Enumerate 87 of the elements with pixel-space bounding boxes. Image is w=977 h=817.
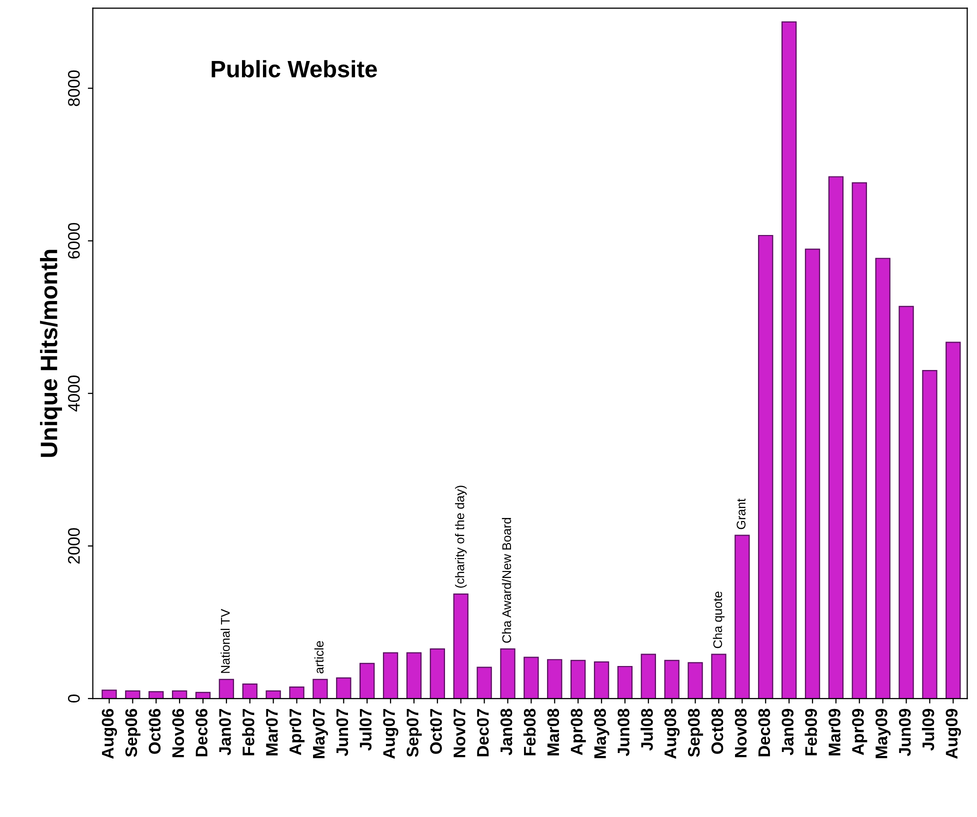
bar bbox=[172, 690, 188, 699]
bar bbox=[922, 370, 938, 699]
x-tick-label: Feb09 bbox=[804, 708, 817, 756]
x-tick-label: Jan09 bbox=[782, 708, 794, 756]
bar bbox=[218, 678, 234, 699]
y-tick-label: 4000 bbox=[68, 376, 80, 412]
x-tick-label: Mar08 bbox=[547, 708, 560, 756]
annotation: Cha Award/New Board bbox=[502, 518, 512, 643]
bar bbox=[524, 656, 539, 699]
bar bbox=[594, 661, 610, 699]
bar bbox=[664, 660, 680, 699]
y-tick-label: 2000 bbox=[68, 528, 80, 564]
x-tick-label: Oct07 bbox=[430, 708, 442, 754]
x-tick-label: Jan07 bbox=[219, 708, 231, 756]
x-tick-label: Feb08 bbox=[523, 708, 536, 756]
annotation: National TV bbox=[220, 608, 230, 673]
x-tick-label: Jun07 bbox=[336, 708, 348, 756]
x-tick-label: Mar09 bbox=[828, 708, 840, 756]
x-tick-label: May08 bbox=[594, 708, 610, 758]
annotation: article bbox=[314, 641, 324, 674]
x-tick-label: Apr08 bbox=[570, 708, 586, 756]
bar bbox=[476, 666, 492, 699]
bar bbox=[570, 660, 586, 699]
annotation: Cha quote bbox=[712, 592, 725, 648]
annotation: Grant bbox=[736, 498, 746, 530]
bar bbox=[266, 690, 281, 699]
bar bbox=[148, 691, 164, 699]
x-tick-label: Jan08 bbox=[500, 708, 512, 756]
x-tick-label: Dec06 bbox=[196, 708, 208, 756]
text: Public Website bbox=[212, 60, 377, 78]
bar bbox=[195, 692, 211, 699]
x-tick-label: Apr07 bbox=[289, 708, 305, 756]
x-tick-label: May07 bbox=[312, 708, 328, 758]
x-tick-label: Sep06 bbox=[125, 708, 140, 757]
bar bbox=[406, 652, 422, 699]
bar bbox=[640, 654, 656, 699]
bar bbox=[758, 234, 774, 699]
x-tick-label: Apr09 bbox=[852, 708, 868, 756]
bar bbox=[688, 662, 703, 699]
bar bbox=[828, 176, 844, 699]
bar bbox=[453, 593, 468, 699]
annotation: (charity of the day) bbox=[455, 486, 467, 588]
x-tick-label: Mar07 bbox=[266, 708, 278, 756]
x-tick-label: Aug08 bbox=[664, 708, 680, 759]
x-tick-label: Sep07 bbox=[406, 708, 422, 757]
x-tick-label: Aug09 bbox=[946, 708, 961, 759]
bar bbox=[360, 662, 375, 699]
x-tick-label: Dec07 bbox=[476, 708, 489, 756]
x-tick-label: Jul09 bbox=[922, 708, 934, 751]
x-tick-label: Oct08 bbox=[711, 708, 724, 754]
bar bbox=[547, 659, 562, 699]
bar bbox=[430, 648, 446, 699]
x-tick-label: Nov07 bbox=[454, 708, 466, 758]
x-tick-label: Jun08 bbox=[618, 708, 630, 756]
x-tick-label: Aug07 bbox=[383, 708, 398, 759]
bar bbox=[781, 21, 797, 699]
bar bbox=[617, 666, 633, 699]
bar bbox=[242, 683, 258, 699]
bar bbox=[500, 648, 516, 699]
x-tick-label: Jul08 bbox=[640, 708, 653, 751]
bar bbox=[804, 248, 820, 699]
bar bbox=[875, 258, 890, 699]
x-tick-label: Oct06 bbox=[148, 708, 161, 754]
x-tick-label: Dec08 bbox=[758, 708, 770, 756]
y-tick-label: 8000 bbox=[68, 70, 80, 106]
bar bbox=[336, 677, 352, 699]
x-tick-label: Nov08 bbox=[734, 708, 747, 758]
bar bbox=[125, 690, 140, 699]
bar bbox=[382, 652, 398, 699]
bar bbox=[734, 534, 750, 699]
bar bbox=[898, 306, 914, 699]
x-tick-label: Feb07 bbox=[242, 708, 254, 756]
y-tick-label: 6000 bbox=[68, 222, 80, 259]
x-tick-label: May09 bbox=[876, 708, 891, 758]
y-tick-label: 0 bbox=[68, 694, 80, 703]
x-tick-label: Aug06 bbox=[102, 708, 117, 759]
y-axis-title: Unique Hits/month bbox=[40, 250, 62, 457]
bar bbox=[312, 678, 328, 699]
bar bbox=[711, 654, 726, 699]
bar bbox=[102, 690, 117, 699]
bar bbox=[852, 182, 867, 699]
x-tick-label: Jul07 bbox=[359, 708, 372, 751]
x-tick-label: Nov06 bbox=[172, 708, 184, 758]
bar bbox=[946, 342, 961, 699]
x-tick-label: Jun09 bbox=[898, 708, 911, 756]
x-tick-label: Sep08 bbox=[688, 708, 704, 757]
bar bbox=[289, 686, 304, 699]
